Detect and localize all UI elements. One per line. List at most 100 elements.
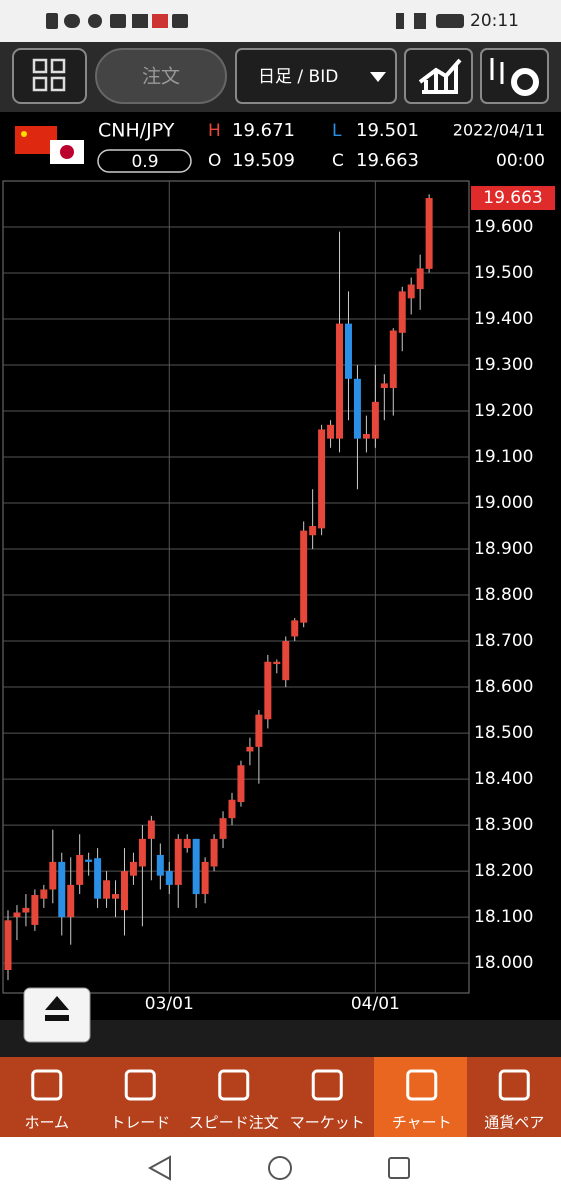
spread-box <box>97 149 192 173</box>
open-label: O <box>208 151 221 171</box>
period-select[interactable] <box>235 48 397 104</box>
nav-home[interactable] <box>268 1156 292 1180</box>
y-tick-label: 19.600 <box>474 217 533 237</box>
candle-body <box>183 838 191 849</box>
low-label: L <box>332 121 342 141</box>
candle-body <box>147 820 155 839</box>
candle-body <box>309 526 317 536</box>
candle-body <box>174 838 182 885</box>
nav-back[interactable] <box>147 1155 171 1181</box>
candle-body <box>398 291 406 333</box>
high-label: H <box>208 121 221 141</box>
y-tick-label: 18.700 <box>474 631 533 651</box>
y-tick-label: 18.300 <box>474 815 533 835</box>
y-tick-label: 19.500 <box>474 263 533 283</box>
candle-body <box>416 268 424 290</box>
tab-label[interactable]: スピード注文 <box>189 1114 279 1132</box>
last-price-tag <box>471 186 555 211</box>
tab-icon <box>124 1069 156 1101</box>
order-button[interactable] <box>95 48 227 104</box>
chart: 18.000 18.100 18.200 18.300 18.400 18.500 18.6… <box>3 181 555 1014</box>
eject-button[interactable] <box>23 987 91 1043</box>
candle-body <box>344 323 352 379</box>
dropdown-arrow <box>370 72 386 82</box>
candle-body <box>318 429 326 529</box>
y-tick-label: 18.100 <box>474 907 533 927</box>
order-label: 注文 <box>142 66 180 88</box>
y-tick-label: 18.400 <box>474 769 533 789</box>
indicator-button[interactable] <box>404 48 473 104</box>
candle-body <box>120 871 128 911</box>
nav-bar <box>0 1137 561 1200</box>
tab-icon <box>31 1069 63 1101</box>
candle-body <box>246 746 254 752</box>
candle-body <box>380 383 388 389</box>
candle-body <box>156 854 164 876</box>
candle-body <box>85 859 93 862</box>
y-tick-label: 19.400 <box>474 309 533 329</box>
nav-recent[interactable] <box>388 1157 410 1179</box>
candle-body <box>112 894 120 899</box>
candle-body <box>22 907 30 913</box>
tab-label[interactable]: マーケット <box>290 1114 365 1132</box>
candle-body <box>129 861 137 876</box>
symbol: CNH/JPY <box>98 120 175 142</box>
y-tick-label: 19.300 <box>474 355 533 375</box>
status-icons <box>46 13 464 29</box>
low-value: 19.501 <box>356 120 419 141</box>
quote-time: 00:00 <box>496 151 545 171</box>
candle-body <box>353 378 361 439</box>
candle-body <box>389 330 397 389</box>
tab-label[interactable]: チャート <box>392 1114 452 1132</box>
candle-body <box>273 661 281 665</box>
candle-body <box>425 198 433 269</box>
y-tick-label: 18.600 <box>474 677 533 697</box>
y-tick-label: 18.200 <box>474 861 533 881</box>
candle-body <box>336 323 344 439</box>
candle-body <box>371 401 379 439</box>
candle-body <box>219 818 227 839</box>
period-label: 日足 / BID <box>258 67 338 87</box>
candle-body <box>210 838 218 867</box>
candle-body <box>362 434 370 439</box>
candle-body <box>255 714 263 747</box>
candle-body <box>327 424 335 439</box>
last-price-label: 19.663 <box>483 188 542 208</box>
candle-body <box>237 765 245 803</box>
tab-label[interactable]: ホーム <box>24 1114 69 1132</box>
tabs: ホーム トレード スピード注文 マーケット チャート 通貨ペア <box>24 1069 544 1132</box>
tab-icon <box>311 1069 343 1101</box>
candle-body <box>4 920 12 970</box>
candle-body <box>49 861 57 890</box>
y-tick-label: 18.000 <box>474 953 533 973</box>
status-time: 20:11 <box>470 11 519 31</box>
y-tick-label: 18.900 <box>474 539 533 559</box>
chart-footer <box>0 1020 561 1057</box>
tab-icon <box>406 1069 438 1101</box>
y-tick-label: 18.800 <box>474 585 533 605</box>
candle-body <box>228 799 236 819</box>
candle-body <box>58 861 66 918</box>
candle-body <box>31 895 39 925</box>
x-tick-label: 03/01 <box>145 994 194 1014</box>
candle-body <box>94 858 102 899</box>
flags <box>15 126 84 164</box>
candle-body <box>103 880 111 899</box>
candle-body <box>192 838 200 895</box>
x-tick-label: 04/01 <box>351 994 400 1014</box>
candle-body <box>67 884 75 918</box>
menu-button[interactable] <box>12 48 87 104</box>
settings-button[interactable] <box>480 48 549 104</box>
candle-body <box>138 838 146 867</box>
candle-body <box>13 912 21 918</box>
candle-body <box>282 641 290 681</box>
y-tick-label: 19.200 <box>474 401 533 421</box>
y-tick-label: 19.100 <box>474 447 533 467</box>
tab-label[interactable]: トレード <box>110 1114 170 1132</box>
tab-bar <box>0 1057 561 1137</box>
candle-body <box>165 871 173 885</box>
tab-label[interactable]: 通貨ペア <box>484 1114 544 1132</box>
y-tick-label: 19.000 <box>474 493 533 513</box>
